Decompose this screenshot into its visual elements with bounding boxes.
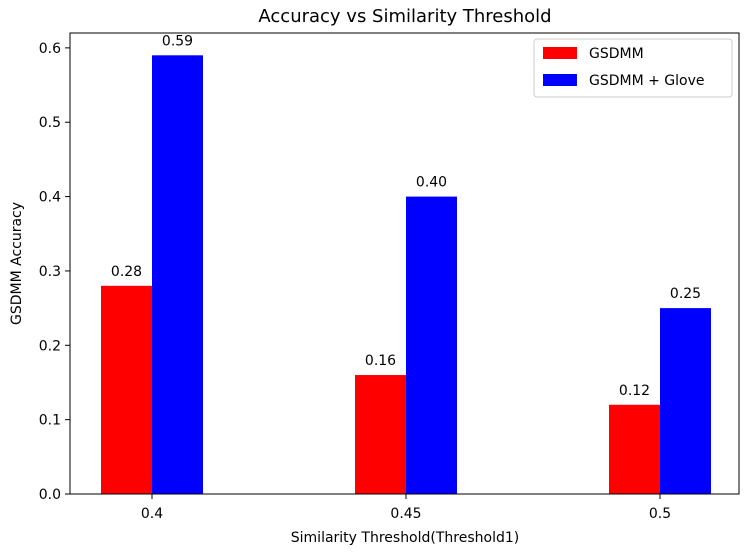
chart-title: Accuracy vs Similarity Threshold bbox=[258, 6, 551, 27]
y-tick-label: 0.2 bbox=[39, 338, 61, 354]
y-axis-ticks: 0.0 0.1 0.2 0.3 0.4 0.5 0.6 bbox=[39, 41, 70, 503]
y-tick-label: 0.6 bbox=[39, 41, 61, 57]
bar-gsdmm-glove bbox=[152, 55, 203, 494]
data-label: 0.40 bbox=[416, 175, 447, 191]
x-tick-label: 0.5 bbox=[649, 506, 671, 522]
data-label: 0.12 bbox=[619, 383, 650, 399]
bar-gsdmm bbox=[355, 375, 406, 494]
data-label: 0.25 bbox=[670, 286, 701, 302]
data-label: 0.16 bbox=[365, 353, 396, 369]
legend: GSDMM GSDMM + Glove bbox=[533, 38, 733, 98]
plot-frame bbox=[69, 32, 740, 495]
data-label: 0.28 bbox=[111, 264, 142, 280]
bar-gsdmm bbox=[609, 404, 660, 494]
x-axis-label: Similarity Threshold(Threshold1) bbox=[291, 530, 519, 546]
data-labels: 0.28 0.16 0.12 0.59 0.40 0.25 bbox=[111, 33, 701, 398]
legend-box bbox=[533, 38, 733, 98]
data-label: 0.59 bbox=[162, 33, 193, 49]
bar-gsdmm-glove bbox=[660, 308, 711, 494]
x-tick-label: 0.45 bbox=[390, 506, 421, 522]
y-tick-label: 0.1 bbox=[39, 413, 61, 429]
y-tick-label: 0.4 bbox=[39, 190, 61, 206]
legend-swatch-gsdmm bbox=[543, 47, 577, 59]
legend-label-gsdmm: GSDMM bbox=[589, 46, 644, 62]
y-tick-label: 0.0 bbox=[39, 487, 61, 503]
y-tick-label: 0.5 bbox=[39, 115, 61, 131]
bar-gsdmm bbox=[101, 285, 152, 494]
bars bbox=[101, 55, 711, 495]
y-tick-label: 0.3 bbox=[39, 264, 61, 280]
x-axis-ticks: 0.4 0.45 0.5 bbox=[141, 494, 671, 522]
legend-swatch-gsdmm-glove bbox=[543, 74, 577, 86]
legend-label-gsdmm-glove: GSDMM + Glove bbox=[589, 73, 705, 89]
y-axis-label: GSDMM Accuracy bbox=[9, 202, 25, 325]
bar-gsdmm-glove bbox=[406, 196, 457, 495]
x-tick-label: 0.4 bbox=[141, 506, 163, 522]
